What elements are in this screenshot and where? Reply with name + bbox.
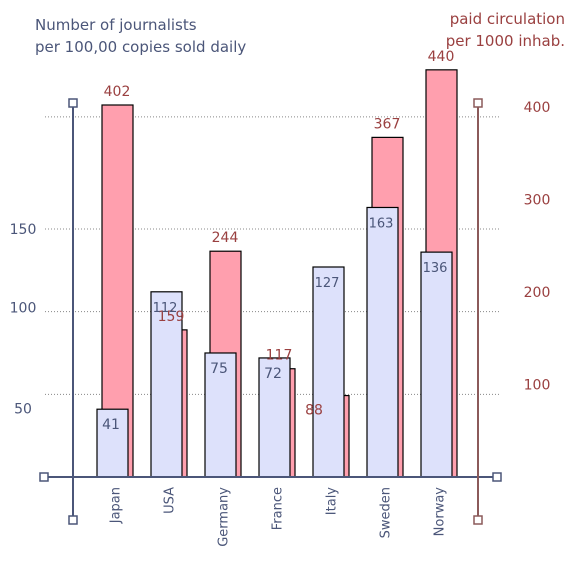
bar-journalists-usa xyxy=(150,291,183,478)
bar-journalists-france xyxy=(258,357,291,478)
category-label-japan: Japan xyxy=(109,487,124,524)
x-axis-cap-right xyxy=(492,472,502,482)
bar-journalists-italy xyxy=(312,266,345,478)
left-axis-cap-bottom xyxy=(68,515,78,525)
right-axis-cap-top xyxy=(473,98,483,108)
data-label-circulation: 88 xyxy=(305,403,323,419)
left-axis-tick-label: 100 xyxy=(10,301,37,317)
category-label-sweden: Sweden xyxy=(379,487,394,538)
category-label-usa: USA xyxy=(163,487,178,514)
right-axis-cap-bottom xyxy=(473,515,483,525)
right-axis-tick-label: 200 xyxy=(524,285,551,301)
data-label-journalists: 136 xyxy=(423,261,448,276)
category-label-germany: Germany xyxy=(217,487,232,547)
data-label-circulation: 440 xyxy=(428,49,455,65)
data-label-journalists: 72 xyxy=(264,366,282,382)
data-label-journalists: 112 xyxy=(153,301,178,316)
category-label-norway: Norway xyxy=(433,487,448,537)
right-axis-tick-label: 400 xyxy=(524,100,551,116)
data-label-circulation: 117 xyxy=(266,348,293,364)
data-label-circulation: 159 xyxy=(158,309,185,325)
category-label-france: France xyxy=(271,487,286,530)
right-axis-tick-label: 100 xyxy=(524,377,551,393)
right-axis-tick-label: 300 xyxy=(524,192,551,208)
left-axis-tick-label: 50 xyxy=(14,401,32,417)
left-axis-title: Number of journalists per 100,00 copies … xyxy=(35,16,247,56)
bar-journalists-sweden xyxy=(366,206,399,478)
bar-journalists-norway xyxy=(420,251,453,478)
data-label-circulation: 402 xyxy=(104,84,131,100)
category-label-italy: Italy xyxy=(325,487,340,516)
data-label-journalists: 75 xyxy=(210,361,228,377)
data-label-circulation: 367 xyxy=(374,116,401,132)
x-axis-cap-left xyxy=(39,472,49,482)
data-label-journalists: 163 xyxy=(369,216,394,231)
right-axis-title: paid circulation per 1000 inhab. xyxy=(445,10,565,50)
data-label-journalists: 127 xyxy=(315,276,340,291)
data-label-journalists: 41 xyxy=(102,417,120,433)
left-axis-cap-top xyxy=(68,98,78,108)
left-axis-tick-label: 150 xyxy=(10,222,37,238)
bar-journalists-germany xyxy=(204,352,237,478)
data-label-circulation: 244 xyxy=(212,230,239,246)
